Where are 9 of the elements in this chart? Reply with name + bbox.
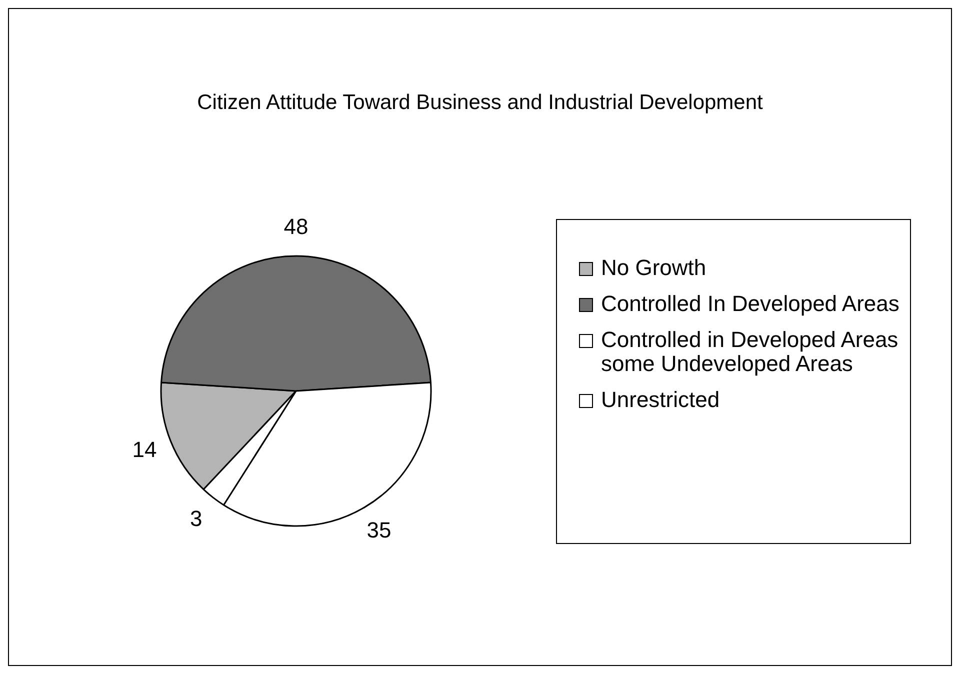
legend-label: Unrestricted [601,387,720,412]
data-label: 48 [284,214,308,240]
data-label: 35 [366,517,392,542]
legend-label: No Growth [601,255,706,280]
legend-label: Controlled In Developed Areas [601,291,900,316]
legend-label: Controlled in Developed Areas some Undeveloped Areas [601,327,900,376]
chart-title: Citizen Attitude Toward Business and Industrial Development [196,91,764,115]
data-label: 14 [132,437,157,462]
data-label: 3 [190,506,202,531]
